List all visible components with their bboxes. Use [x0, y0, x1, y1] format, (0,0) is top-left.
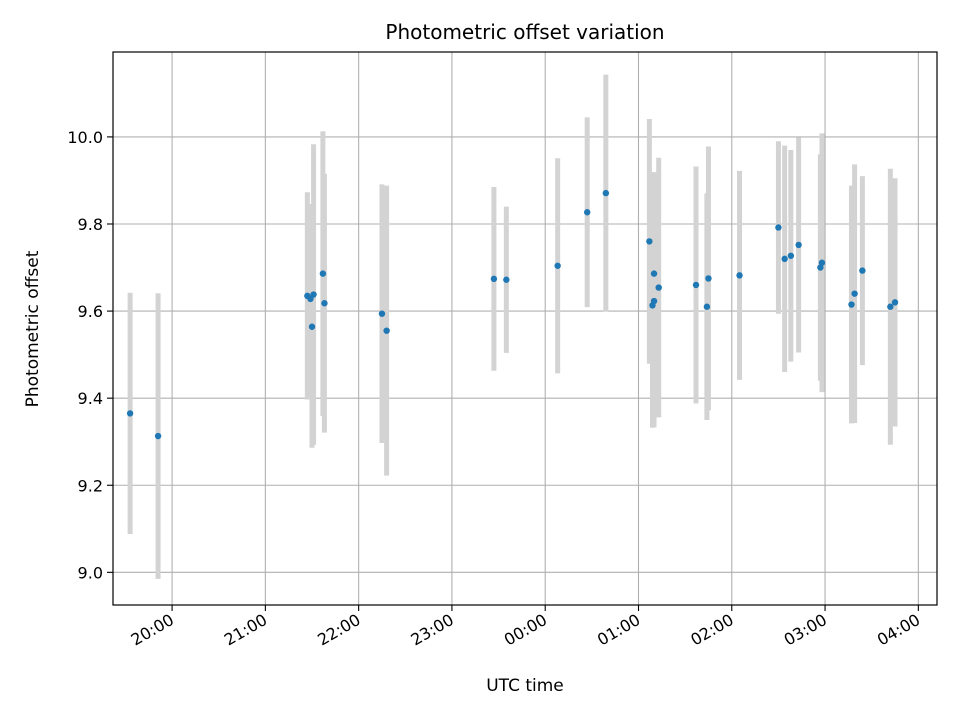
data-point — [692, 281, 700, 289]
data-point — [818, 259, 826, 266]
x-axis-title: UTC time — [486, 676, 564, 696]
data-points — [126, 189, 899, 440]
grid-lines — [113, 52, 937, 605]
data-point — [781, 255, 788, 263]
y-axis-ticks: 9.0 9.2 9.4 9.6 9.8 10.0 — [67, 128, 113, 582]
data-point — [703, 303, 711, 310]
data-point — [310, 291, 317, 298]
data-point — [795, 241, 802, 249]
data-point — [126, 410, 134, 417]
data-point — [851, 290, 858, 297]
data-point — [490, 275, 498, 283]
data-point — [650, 270, 658, 277]
data-point — [775, 224, 782, 231]
data-point — [655, 284, 662, 291]
data-point — [848, 301, 855, 308]
y-axis-title: Photometric offset — [23, 250, 43, 407]
y-tick-label: 9.2 — [78, 476, 103, 495]
data-point — [503, 276, 510, 283]
data-point — [736, 272, 743, 279]
data-point — [602, 189, 610, 197]
data-point — [319, 270, 327, 277]
y-tick-label: 10.0 — [67, 128, 103, 147]
data-point — [705, 275, 712, 282]
y-tick-label: 9.4 — [78, 389, 103, 408]
data-point — [154, 432, 162, 440]
y-tick-label: 9.8 — [78, 215, 103, 234]
data-point — [383, 327, 390, 334]
data-point — [859, 267, 866, 274]
data-point — [650, 297, 658, 305]
data-point — [891, 299, 899, 306]
y-tick-label: 9.6 — [78, 302, 103, 321]
plot-area-frame — [112, 51, 938, 606]
data-point — [308, 323, 316, 330]
data-point — [646, 238, 653, 245]
y-tick-label: 9.0 — [78, 563, 103, 582]
data-point — [887, 303, 894, 310]
chart-title: Photometric offset variation — [385, 20, 664, 44]
data-point — [583, 209, 591, 216]
data-point — [378, 310, 386, 317]
data-point — [321, 300, 328, 307]
data-point — [554, 262, 561, 269]
data-point — [787, 252, 795, 259]
